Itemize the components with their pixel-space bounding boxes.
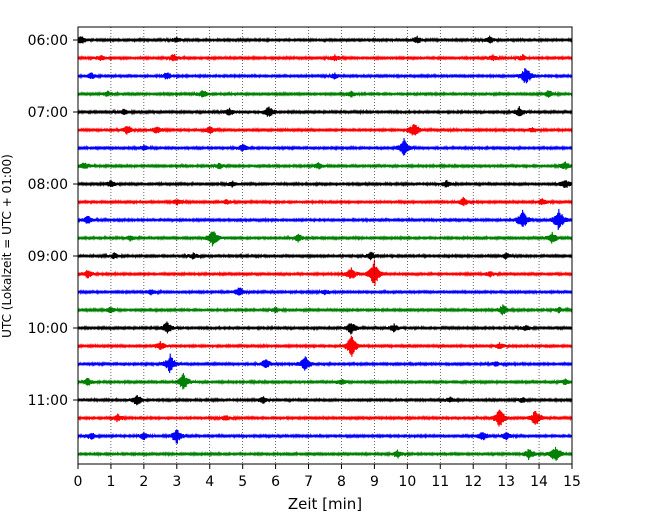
seismic-trace — [77, 179, 573, 189]
x-tick-label: 11 — [431, 474, 449, 490]
x-axis: 0 1 2 3 4 5 6 7 8 9 10 11 12 13 14 15 — [74, 464, 581, 490]
seismic-trace — [77, 409, 573, 427]
seismic-trace — [77, 123, 573, 136]
seismic-trace — [77, 68, 573, 84]
grid-lines — [110, 27, 540, 464]
y-tick-label: 11:00 — [28, 393, 68, 409]
x-tick-label: 15 — [563, 474, 581, 490]
y-tick-label: 10:00 — [28, 321, 68, 337]
seismic-trace — [77, 251, 573, 261]
x-tick-label: 2 — [139, 474, 148, 490]
seismic-trace — [77, 35, 573, 44]
x-tick-label: 14 — [530, 474, 548, 490]
y-axis: 06:00 07:00 08:00 09:00 10:00 11:00 — [28, 33, 78, 409]
seismic-trace — [77, 429, 573, 444]
seismic-trace — [77, 208, 573, 230]
x-tick-label: 7 — [304, 474, 313, 490]
x-tick-label: 6 — [271, 474, 280, 490]
seismic-trace — [77, 53, 573, 62]
seismic-trace — [77, 446, 573, 461]
seismic-trace — [77, 138, 573, 156]
seismic-trace — [77, 304, 573, 316]
plot-frame — [77, 26, 573, 465]
x-tick-label: 0 — [74, 474, 83, 490]
seismic-trace — [77, 259, 573, 286]
seismic-trace — [77, 90, 573, 98]
x-tick-label: 1 — [106, 474, 115, 490]
x-tick-label: 3 — [172, 474, 181, 490]
y-axis-label: UTC (Lokalzeit = UTC + 01:00) — [0, 154, 14, 338]
y-tick-label: 07:00 — [28, 105, 68, 121]
seismic-trace — [77, 106, 573, 117]
seismic-trace — [77, 161, 573, 170]
seismic-trace — [77, 372, 573, 390]
x-tick-label: 10 — [398, 474, 416, 490]
x-axis-label: Zeit [min] — [288, 495, 362, 513]
x-tick-label: 9 — [370, 474, 379, 490]
x-tick-label: 4 — [205, 474, 214, 490]
x-tick-label: 13 — [497, 474, 515, 490]
trace-group — [77, 35, 573, 461]
seismic-trace — [77, 196, 573, 207]
seismic-trace — [77, 321, 573, 335]
seismic-trace — [77, 353, 573, 373]
y-tick-label: 09:00 — [28, 249, 68, 265]
seismic-trace — [77, 231, 573, 247]
x-tick-label: 8 — [337, 474, 346, 490]
x-tick-label: 5 — [238, 474, 247, 490]
seismic-trace — [77, 287, 573, 296]
y-tick-label: 06:00 — [28, 33, 68, 49]
seismic-trace — [77, 335, 573, 357]
y-tick-label: 08:00 — [28, 177, 68, 193]
x-tick-label: 12 — [464, 474, 482, 490]
seismic-trace — [77, 395, 573, 406]
